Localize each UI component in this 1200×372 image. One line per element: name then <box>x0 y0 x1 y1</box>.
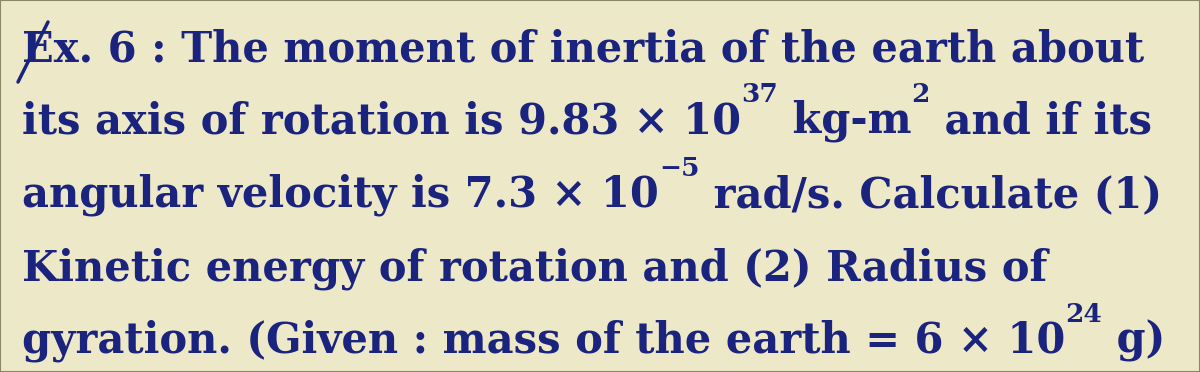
Text: −5: −5 <box>659 156 700 181</box>
Text: gyration. (Given : mass of the earth = 6 × 10: gyration. (Given : mass of the earth = 6… <box>22 320 1066 362</box>
Text: Kinetic energy of rotation and (2) Radius of: Kinetic energy of rotation and (2) Radiu… <box>22 248 1048 291</box>
Text: 2: 2 <box>912 82 930 107</box>
Text: g): g) <box>1103 320 1165 362</box>
Text: angular velocity is 7.3 × 10: angular velocity is 7.3 × 10 <box>22 174 659 217</box>
Text: rad/s. Calculate (1): rad/s. Calculate (1) <box>700 174 1163 216</box>
Text: 24: 24 <box>1066 302 1103 327</box>
Text: its axis of rotation is 9.83 × 10: its axis of rotation is 9.83 × 10 <box>22 100 742 142</box>
Text: Ex. 6 : The moment of inertia of the earth about: Ex. 6 : The moment of inertia of the ear… <box>22 28 1144 70</box>
Text: kg-m: kg-m <box>778 100 912 142</box>
Text: and if its: and if its <box>930 100 1152 142</box>
Text: 37: 37 <box>742 82 778 107</box>
